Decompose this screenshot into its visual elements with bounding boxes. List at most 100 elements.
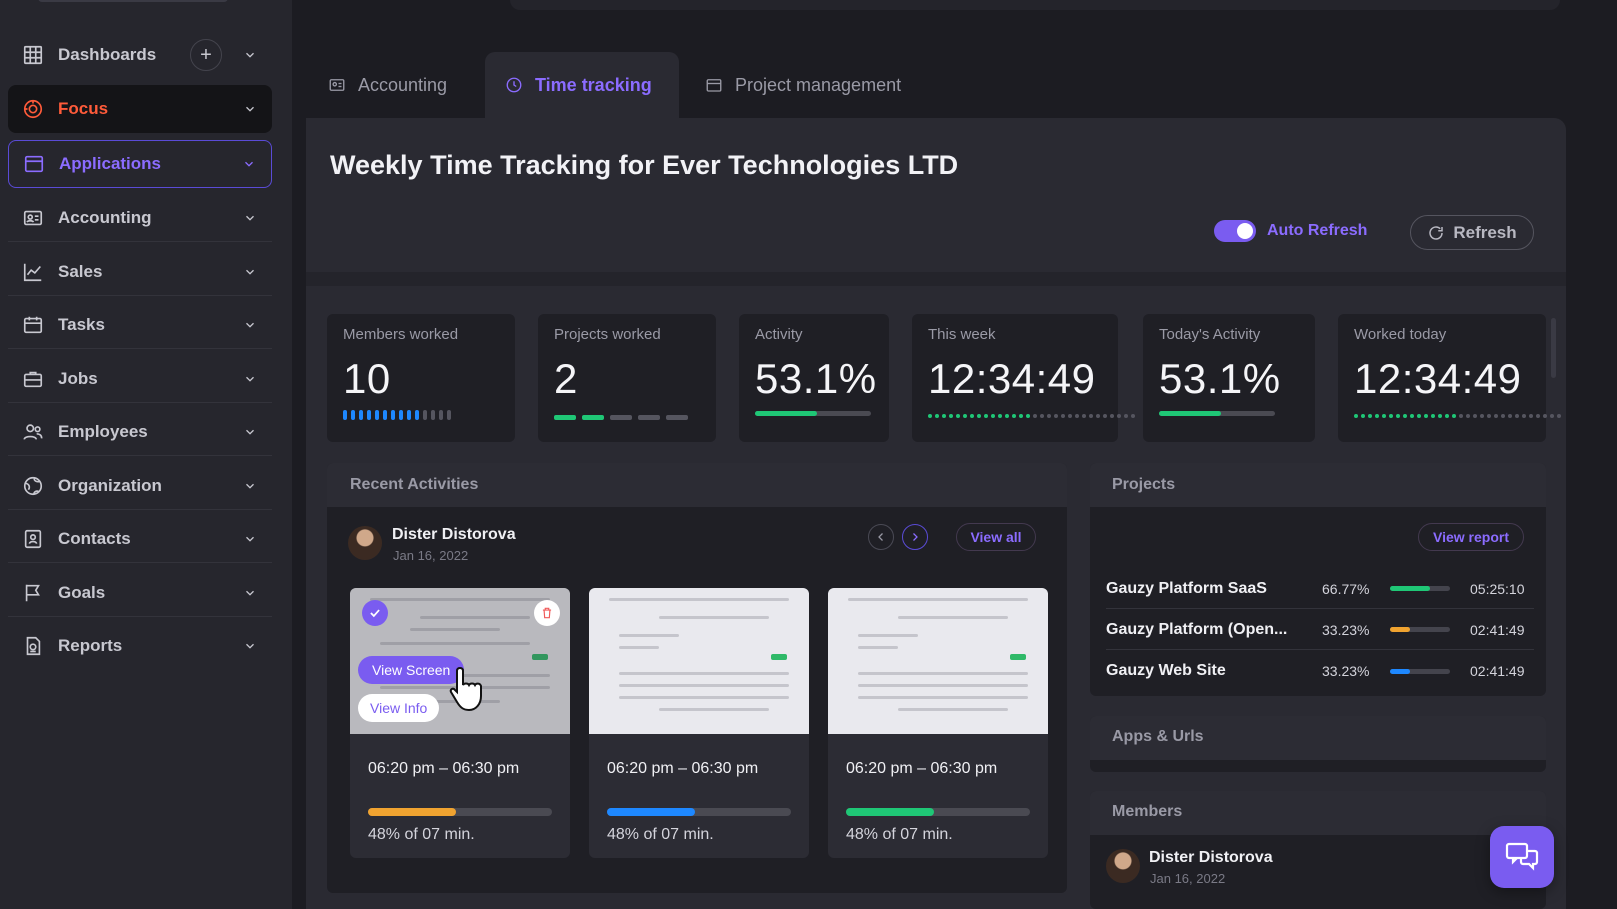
selected-check-icon[interactable] bbox=[362, 600, 388, 626]
chat-button[interactable] bbox=[1490, 826, 1554, 888]
project-row[interactable]: Gauzy Platform SaaS 66.77% 05:25:10 bbox=[1106, 569, 1534, 609]
sidebar-item-focus[interactable]: Focus bbox=[8, 85, 272, 133]
trash-icon[interactable] bbox=[534, 600, 560, 626]
time-dot bbox=[1361, 414, 1365, 418]
member-tick bbox=[343, 410, 347, 420]
time-dot bbox=[1124, 414, 1128, 418]
project-bar bbox=[1390, 627, 1450, 632]
chevron-down-icon[interactable] bbox=[242, 531, 258, 547]
sidebar-item-tasks[interactable]: Tasks bbox=[8, 301, 272, 349]
view-screen-button[interactable]: View Screen bbox=[358, 656, 465, 684]
time-dot bbox=[1396, 414, 1400, 418]
worked-today-dots bbox=[1354, 414, 1561, 418]
users-icon bbox=[20, 421, 46, 443]
auto-refresh-toggle[interactable] bbox=[1214, 220, 1256, 242]
add-dashboard-button[interactable]: + bbox=[190, 39, 222, 71]
refresh-button[interactable]: Refresh bbox=[1410, 215, 1534, 250]
sidebar-item-sales[interactable]: Sales bbox=[8, 248, 272, 296]
scrollbar[interactable] bbox=[1551, 318, 1556, 378]
tab-project-management[interactable]: Project management bbox=[685, 52, 921, 118]
time-dot bbox=[1508, 414, 1512, 418]
project-segment bbox=[554, 415, 576, 420]
sidebar-item-applications[interactable]: Applications bbox=[8, 140, 272, 188]
chevron-down-icon[interactable] bbox=[242, 210, 258, 226]
sidebar-item-goals[interactable]: Goals bbox=[8, 569, 272, 617]
sidebar-item-accounting[interactable]: Accounting bbox=[8, 194, 272, 242]
auto-refresh-label: Auto Refresh bbox=[1267, 222, 1368, 239]
sidebar-item-jobs[interactable]: Jobs bbox=[8, 355, 272, 403]
time-dot bbox=[1012, 414, 1016, 418]
screenshot-card[interactable]: View Screen View Info 06:20 pm – 06:30 p… bbox=[350, 588, 570, 858]
sidebar-item-employees[interactable]: Employees bbox=[8, 408, 272, 456]
screenshot-time: 06:20 pm – 06:30 pm bbox=[607, 760, 759, 777]
sidebar-item-dashboards[interactable]: Dashboards + bbox=[8, 31, 272, 79]
chevron-down-icon[interactable] bbox=[242, 638, 258, 654]
todays-activity-bar-fill bbox=[1159, 411, 1221, 416]
project-segment bbox=[638, 415, 660, 420]
project-segment bbox=[582, 415, 604, 420]
sidebar-item-organization[interactable]: Organization bbox=[8, 462, 272, 510]
time-dot bbox=[1543, 414, 1547, 418]
screenshot-card[interactable]: 06:20 pm – 06:30 pm 48% of 07 min. bbox=[828, 588, 1048, 858]
chevron-down-icon[interactable] bbox=[242, 371, 258, 387]
time-dot bbox=[1487, 414, 1491, 418]
chevron-down-icon[interactable] bbox=[242, 101, 258, 117]
time-dot bbox=[1466, 414, 1470, 418]
chevron-down-icon[interactable] bbox=[242, 264, 258, 280]
screenshot-card[interactable]: 06:20 pm – 06:30 pm 48% of 07 min. bbox=[589, 588, 809, 858]
chevron-down-icon[interactable] bbox=[242, 585, 258, 601]
time-dot bbox=[1382, 414, 1386, 418]
project-time: 02:41:49 bbox=[1470, 663, 1525, 679]
time-dot bbox=[1103, 414, 1107, 418]
progress-fill bbox=[368, 808, 457, 816]
apps-urls-header bbox=[1090, 716, 1546, 760]
header-divider bbox=[306, 272, 1566, 286]
tab-label: Accounting bbox=[358, 74, 448, 95]
chevron-down-icon[interactable] bbox=[242, 47, 258, 63]
member-tick bbox=[399, 410, 403, 420]
member-tick bbox=[367, 410, 371, 420]
time-dot bbox=[942, 414, 946, 418]
calendar-icon bbox=[706, 79, 722, 92]
members-title: Members bbox=[1112, 803, 1183, 820]
projects-segments bbox=[554, 415, 688, 420]
sidebar-item-contacts[interactable]: Contacts bbox=[8, 515, 272, 563]
project-percent: 33.23% bbox=[1322, 663, 1370, 679]
time-dot bbox=[935, 414, 939, 418]
time-dot bbox=[1473, 414, 1477, 418]
project-row[interactable]: Gauzy Platform (Open... 33.23% 02:41:49 bbox=[1106, 610, 1534, 650]
screenshot-thumbnail[interactable] bbox=[589, 588, 809, 734]
sidebar-item-label: Organization bbox=[58, 475, 162, 495]
chevron-down-icon[interactable] bbox=[242, 424, 258, 440]
time-dot bbox=[991, 414, 995, 418]
progress-fill bbox=[846, 808, 935, 816]
screenshot-thumbnail[interactable] bbox=[828, 588, 1048, 734]
time-dot bbox=[1131, 414, 1135, 418]
tab-accounting[interactable]: Accounting bbox=[308, 52, 467, 118]
member-name: Dister Distorova bbox=[1149, 849, 1273, 866]
previous-button[interactable] bbox=[868, 524, 894, 550]
next-button[interactable] bbox=[902, 524, 928, 550]
chevron-down-icon[interactable] bbox=[242, 317, 258, 333]
member-date: Jan 16, 2022 bbox=[1150, 871, 1226, 886]
view-report-button[interactable]: View report bbox=[1418, 523, 1524, 551]
avatar bbox=[1106, 849, 1140, 883]
tab-time-tracking[interactable]: Time tracking bbox=[485, 52, 679, 118]
time-dot bbox=[1522, 414, 1526, 418]
sidebar-top-stub bbox=[38, 0, 228, 2]
view-info-button[interactable]: View Info bbox=[358, 694, 440, 722]
stat-label: Activity bbox=[755, 326, 803, 343]
time-dot bbox=[1075, 414, 1079, 418]
project-row[interactable]: Gauzy Web Site 33.23% 02:41:49 bbox=[1106, 651, 1534, 691]
time-dot bbox=[1040, 414, 1044, 418]
flag-icon bbox=[20, 582, 46, 604]
member-tick bbox=[439, 410, 443, 420]
sidebar-item-reports[interactable]: Reports bbox=[8, 622, 272, 670]
chevron-down-icon[interactable] bbox=[242, 478, 258, 494]
time-dot bbox=[1557, 414, 1561, 418]
globe-icon bbox=[20, 475, 46, 497]
time-dot bbox=[1501, 414, 1505, 418]
chevron-down-icon[interactable] bbox=[241, 156, 257, 172]
top-search-bar[interactable] bbox=[510, 0, 1560, 10]
view-all-button[interactable]: View all bbox=[956, 523, 1036, 551]
